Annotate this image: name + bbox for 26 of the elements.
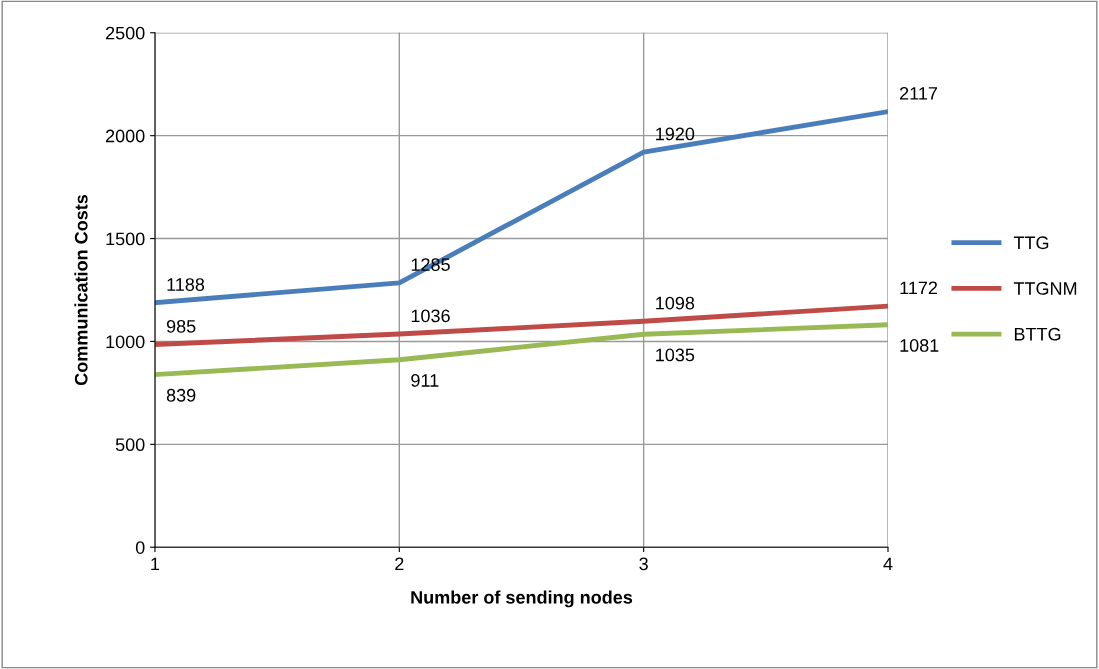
x-tick-label: 4 — [883, 557, 893, 571]
legend-label: TTG — [1013, 236, 1049, 250]
legend-label: BTTG — [1014, 327, 1061, 341]
y-tick-label: 2000 — [105, 129, 145, 143]
x-axis-title: Number of sending nodes — [411, 590, 633, 608]
data-label: 1036 — [411, 309, 450, 323]
x-tick-label: 1 — [151, 557, 160, 571]
y-axis-title: Communication Costs — [74, 194, 88, 386]
data-label: 1920 — [656, 127, 695, 141]
data-label: 1098 — [656, 296, 695, 310]
data-label: 839 — [166, 388, 196, 402]
data-label: 1035 — [656, 348, 695, 362]
y-tick-label: 2500 — [105, 26, 145, 40]
y-tick-label: 1000 — [106, 335, 145, 349]
x-tick-label: 3 — [639, 557, 648, 571]
data-label: 911 — [411, 374, 439, 387]
data-label: 985 — [166, 319, 196, 333]
data-label: 1188 — [167, 278, 205, 291]
x-tick-label: 2 — [395, 557, 404, 571]
y-tick-label: 1500 — [106, 232, 145, 246]
legend-label: TTGNM — [1013, 282, 1077, 295]
y-tick-label: 0 — [135, 541, 145, 554]
data-label: 2117 — [900, 86, 938, 100]
y-tick-label: 500 — [115, 438, 145, 452]
data-label: 1081 — [900, 339, 939, 352]
data-label: 1172 — [900, 281, 938, 295]
